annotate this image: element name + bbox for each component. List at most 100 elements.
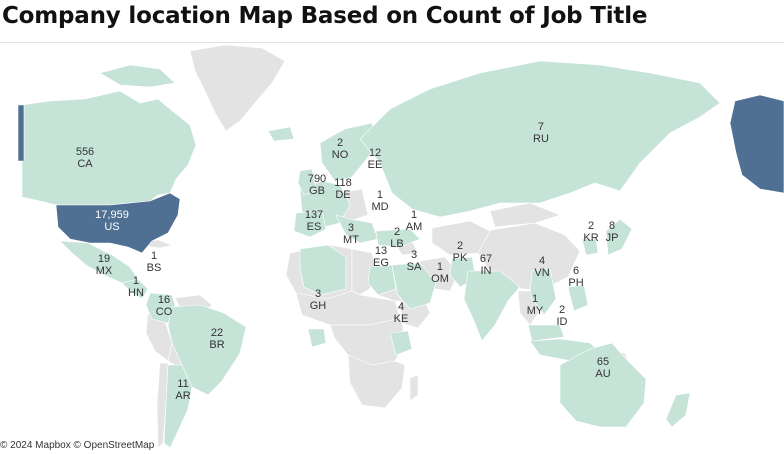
location-label-vn[interactable]: 4 VN bbox=[534, 255, 549, 279]
country-vietnam bbox=[529, 268, 557, 316]
country-egypt bbox=[367, 264, 397, 296]
location-code: GB bbox=[309, 185, 325, 197]
country-australia bbox=[559, 342, 647, 428]
country-brazil bbox=[167, 304, 247, 396]
location-count: 16 bbox=[157, 294, 171, 306]
location-label-my[interactable]: 1 MY bbox=[527, 293, 544, 317]
location-code: GH bbox=[309, 300, 327, 312]
location-label-es[interactable]: 137 ES bbox=[305, 209, 323, 233]
location-label-sa[interactable]: 3 SA bbox=[407, 249, 422, 273]
location-label-gb[interactable]: 790 GB bbox=[308, 173, 326, 197]
location-code: AM bbox=[405, 221, 423, 233]
location-label-de[interactable]: 118 DE bbox=[334, 177, 352, 201]
location-count: 67 bbox=[479, 253, 493, 265]
country-japan bbox=[605, 218, 633, 256]
location-label-gh[interactable]: 3 GH bbox=[310, 288, 327, 312]
high-count-countries[interactable] bbox=[17, 94, 784, 254]
location-code: CA bbox=[77, 158, 93, 170]
location-label-id[interactable]: 2 ID bbox=[557, 304, 568, 328]
country-usa bbox=[55, 192, 181, 254]
low-count-countries[interactable] bbox=[21, 60, 721, 449]
country-malaysia bbox=[527, 324, 565, 342]
location-code: PK bbox=[452, 252, 468, 264]
world-map[interactable]: 556 CA 17,959 US 19 MX 1 BS 1 HN 16 CO 22 BR 11 AR 2 NO 12… bbox=[0, 43, 784, 454]
country-kenya bbox=[389, 330, 413, 356]
country-iceland bbox=[267, 126, 295, 142]
country-iberia bbox=[293, 210, 327, 238]
location-code: NO bbox=[331, 149, 349, 161]
location-count: 4 bbox=[538, 255, 546, 267]
location-code: KE bbox=[393, 313, 409, 325]
location-label-no[interactable]: 2 NO bbox=[332, 137, 349, 161]
location-code: BS bbox=[146, 262, 162, 274]
country-madagascar bbox=[409, 374, 419, 402]
location-count: 1 bbox=[436, 261, 444, 273]
map-title: Company location Map Based on Count of J… bbox=[2, 3, 648, 29]
location-count: 1 bbox=[410, 209, 418, 221]
location-count: 1 bbox=[132, 275, 140, 287]
location-count: 2 bbox=[393, 226, 401, 238]
location-label-eg[interactable]: 13 EG bbox=[373, 245, 389, 269]
location-code: ID bbox=[556, 316, 568, 328]
location-code: CO bbox=[155, 306, 173, 318]
country-usa-alaska bbox=[729, 94, 784, 194]
country-uk bbox=[297, 168, 317, 196]
location-label-lb[interactable]: 2 LB bbox=[390, 226, 403, 250]
location-label-md[interactable]: 1 MD bbox=[371, 189, 388, 213]
location-count: 2 bbox=[587, 220, 595, 232]
location-code: DE bbox=[335, 189, 351, 201]
location-label-hn[interactable]: 1 HN bbox=[128, 275, 144, 299]
location-count: 118 bbox=[334, 177, 352, 189]
location-label-us[interactable]: 17,959 US bbox=[95, 209, 129, 233]
location-label-co[interactable]: 16 CO bbox=[156, 294, 173, 318]
country-central-asia bbox=[431, 220, 491, 256]
location-label-ar[interactable]: 11 AR bbox=[175, 378, 190, 402]
location-label-ru[interactable]: 7 RU bbox=[533, 121, 549, 145]
location-code: ES bbox=[306, 221, 322, 233]
country-saudi-arabia bbox=[391, 262, 437, 310]
location-label-in[interactable]: 67 IN bbox=[480, 253, 492, 277]
location-label-ca[interactable]: 556 CA bbox=[76, 146, 94, 170]
location-count: 3 bbox=[410, 249, 418, 261]
title-divider bbox=[0, 42, 784, 43]
location-count: 3 bbox=[347, 222, 355, 234]
location-count: 6 bbox=[572, 265, 580, 277]
location-label-ph[interactable]: 6 PH bbox=[568, 265, 583, 289]
map-canvas[interactable] bbox=[0, 43, 784, 454]
location-code: EG bbox=[373, 257, 389, 269]
location-code: BR bbox=[209, 339, 225, 351]
location-code: HN bbox=[128, 287, 144, 299]
location-code: PH bbox=[568, 277, 584, 289]
location-code: MX bbox=[95, 265, 113, 277]
location-label-ke[interactable]: 4 KE bbox=[394, 301, 409, 325]
location-count: 17,959 bbox=[95, 209, 129, 221]
location-code: US bbox=[104, 221, 120, 233]
map-attribution: © 2024 Mapbox © OpenStreetMap bbox=[0, 440, 155, 451]
location-code: JP bbox=[605, 232, 619, 244]
location-label-mx[interactable]: 19 MX bbox=[96, 253, 113, 277]
location-label-br[interactable]: 22 BR bbox=[209, 327, 224, 351]
location-count: 1 bbox=[531, 293, 539, 305]
location-label-jp[interactable]: 8 JP bbox=[606, 220, 619, 244]
location-label-pk[interactable]: 2 PK bbox=[453, 240, 468, 264]
location-label-om[interactable]: 1 OM bbox=[431, 261, 449, 285]
location-label-bs[interactable]: 1 BS bbox=[147, 250, 162, 274]
location-count: 19 bbox=[97, 253, 111, 265]
country-ghana bbox=[307, 328, 327, 348]
location-label-am[interactable]: 1 AM bbox=[406, 209, 423, 233]
country-new-zealand bbox=[665, 392, 691, 428]
location-count: 8 bbox=[608, 220, 616, 232]
location-label-ee[interactable]: 12 EE bbox=[368, 147, 383, 171]
location-count: 2 bbox=[336, 137, 344, 149]
country-sahel bbox=[295, 290, 401, 326]
country-philippines bbox=[567, 284, 589, 312]
location-label-kr[interactable]: 2 KR bbox=[583, 220, 598, 244]
location-code: EE bbox=[367, 159, 383, 171]
country-india bbox=[463, 270, 521, 342]
location-label-au[interactable]: 65 AU bbox=[595, 356, 610, 380]
country-russia bbox=[359, 60, 721, 218]
location-count: 3 bbox=[314, 288, 322, 300]
location-label-mt[interactable]: 3 MT bbox=[343, 222, 359, 246]
location-count: 11 bbox=[177, 378, 189, 390]
country-mongolia bbox=[489, 202, 561, 228]
